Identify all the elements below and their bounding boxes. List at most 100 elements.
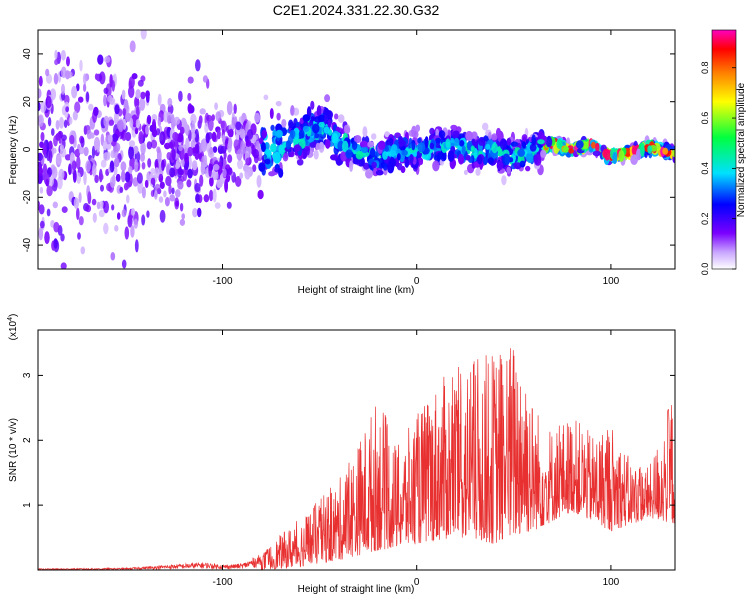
heatmap-blob xyxy=(355,150,364,160)
heatmap-blob xyxy=(506,137,512,146)
heatmap-blob xyxy=(310,100,315,110)
heatmap-blob xyxy=(42,144,47,156)
colorbar-tick-label: 0.6 xyxy=(700,112,710,125)
heatmap-blob xyxy=(263,94,269,101)
heatmap-blob xyxy=(501,175,507,186)
heatmap-blob xyxy=(255,140,260,150)
heatmap-blob xyxy=(618,150,625,162)
heatmap-blob xyxy=(187,103,193,114)
snr-x-ticks: -100 0 100 xyxy=(212,330,620,588)
heatmap-blob xyxy=(172,132,179,141)
heatmap-blob xyxy=(43,163,47,178)
heatmap-blob xyxy=(212,146,218,153)
y-tick-label: 3 xyxy=(22,372,33,378)
heatmap-blob xyxy=(458,153,464,165)
heatmap-blob xyxy=(270,143,277,153)
svg-text:(x104): (x104) xyxy=(7,314,19,341)
heatmap-blob xyxy=(194,182,201,193)
heatmap-y-ticks: -40 -20 0 20 40 xyxy=(22,48,675,252)
heatmap-blob xyxy=(391,144,398,151)
heatmap-blob xyxy=(473,147,478,159)
heatmap-blob xyxy=(78,146,85,155)
heatmap-blob xyxy=(107,95,113,103)
heatmap-blob xyxy=(338,114,345,123)
heatmap-blob xyxy=(104,56,111,63)
heatmap-blob xyxy=(171,114,175,125)
heatmap-blob xyxy=(207,147,214,158)
heatmap-blob xyxy=(141,214,146,226)
heatmap-blob xyxy=(73,197,79,209)
heatmap-blob xyxy=(103,200,109,214)
heatmap-blob xyxy=(121,89,126,100)
heatmap-blob xyxy=(331,132,339,144)
colorbar-gradient xyxy=(711,29,737,270)
heatmap-blob xyxy=(146,114,152,125)
heatmap-blob xyxy=(46,208,51,217)
heatmap-blob xyxy=(345,149,353,159)
heatmap-blob xyxy=(91,163,97,177)
snr-scale-note: (x104) xyxy=(7,314,19,341)
heatmap-blob xyxy=(120,161,127,172)
heatmap-blob xyxy=(133,145,139,154)
heatmap-blob xyxy=(51,147,57,154)
heatmap-blob xyxy=(290,105,295,116)
heatmap-blob xyxy=(146,210,150,218)
y-tick-label: 1 xyxy=(22,502,33,508)
heatmap-blob xyxy=(359,140,368,148)
heatmap-blob xyxy=(140,30,147,40)
heatmap-blob xyxy=(53,238,58,249)
heatmap-blob xyxy=(201,138,207,152)
heatmap-blob xyxy=(187,92,192,101)
heatmap-blob xyxy=(227,167,233,176)
heatmap-blob xyxy=(47,117,52,127)
heatmap-blob xyxy=(38,204,45,215)
heatmap-blob xyxy=(92,212,97,223)
heatmap-blob xyxy=(309,141,317,148)
heatmap-blob xyxy=(237,159,244,170)
heatmap-blob xyxy=(168,183,172,195)
heatmap-blob xyxy=(362,126,368,138)
heatmap-blob xyxy=(235,176,242,187)
heatmap-blob xyxy=(640,144,645,157)
heatmap-blob xyxy=(222,168,227,178)
snr-x-label: Height of straight line (km) xyxy=(298,584,415,595)
heatmap-blob xyxy=(252,164,257,173)
heatmap-blob xyxy=(310,116,315,122)
heatmap-blob xyxy=(414,130,419,139)
heatmap-blob xyxy=(488,131,492,140)
heatmap-blob xyxy=(342,140,349,153)
heatmap-blob xyxy=(179,218,186,226)
heatmap-blob xyxy=(128,80,133,90)
heatmap-blob xyxy=(102,140,108,151)
heatmap-blob xyxy=(435,137,441,143)
heatmap-blob xyxy=(123,133,131,140)
heatmap-blob xyxy=(384,145,389,152)
y-tick-label: 2 xyxy=(22,437,33,443)
heatmap-blob xyxy=(327,118,332,128)
x-tick-label: 0 xyxy=(414,577,420,588)
heatmap-blob xyxy=(324,114,328,124)
heatmap-blob xyxy=(302,125,310,133)
heatmap-blob xyxy=(387,161,395,174)
heatmap-blob xyxy=(129,117,134,128)
heatmap-blob xyxy=(53,221,60,233)
heatmap-blob xyxy=(323,126,330,134)
heatmap-blob xyxy=(386,139,390,146)
heatmap-blob xyxy=(212,188,217,203)
heatmap-blob xyxy=(228,129,233,138)
heatmap-blob xyxy=(96,144,100,153)
heatmap-blob xyxy=(109,160,115,173)
heatmap-blob xyxy=(419,159,423,165)
heatmap-blob xyxy=(60,233,65,242)
heatmap-blob xyxy=(38,101,41,112)
heatmap-blob xyxy=(130,208,136,216)
heatmap-blob xyxy=(112,133,119,142)
heatmap-blob xyxy=(63,119,68,128)
heatmap-blob xyxy=(334,113,339,120)
heatmap-blob xyxy=(38,115,43,123)
heatmap-blob xyxy=(113,111,119,125)
heatmap-blob xyxy=(80,137,85,148)
heatmap-blob xyxy=(592,150,601,157)
heatmap-blob xyxy=(265,142,270,151)
heatmap-blob xyxy=(72,110,78,121)
